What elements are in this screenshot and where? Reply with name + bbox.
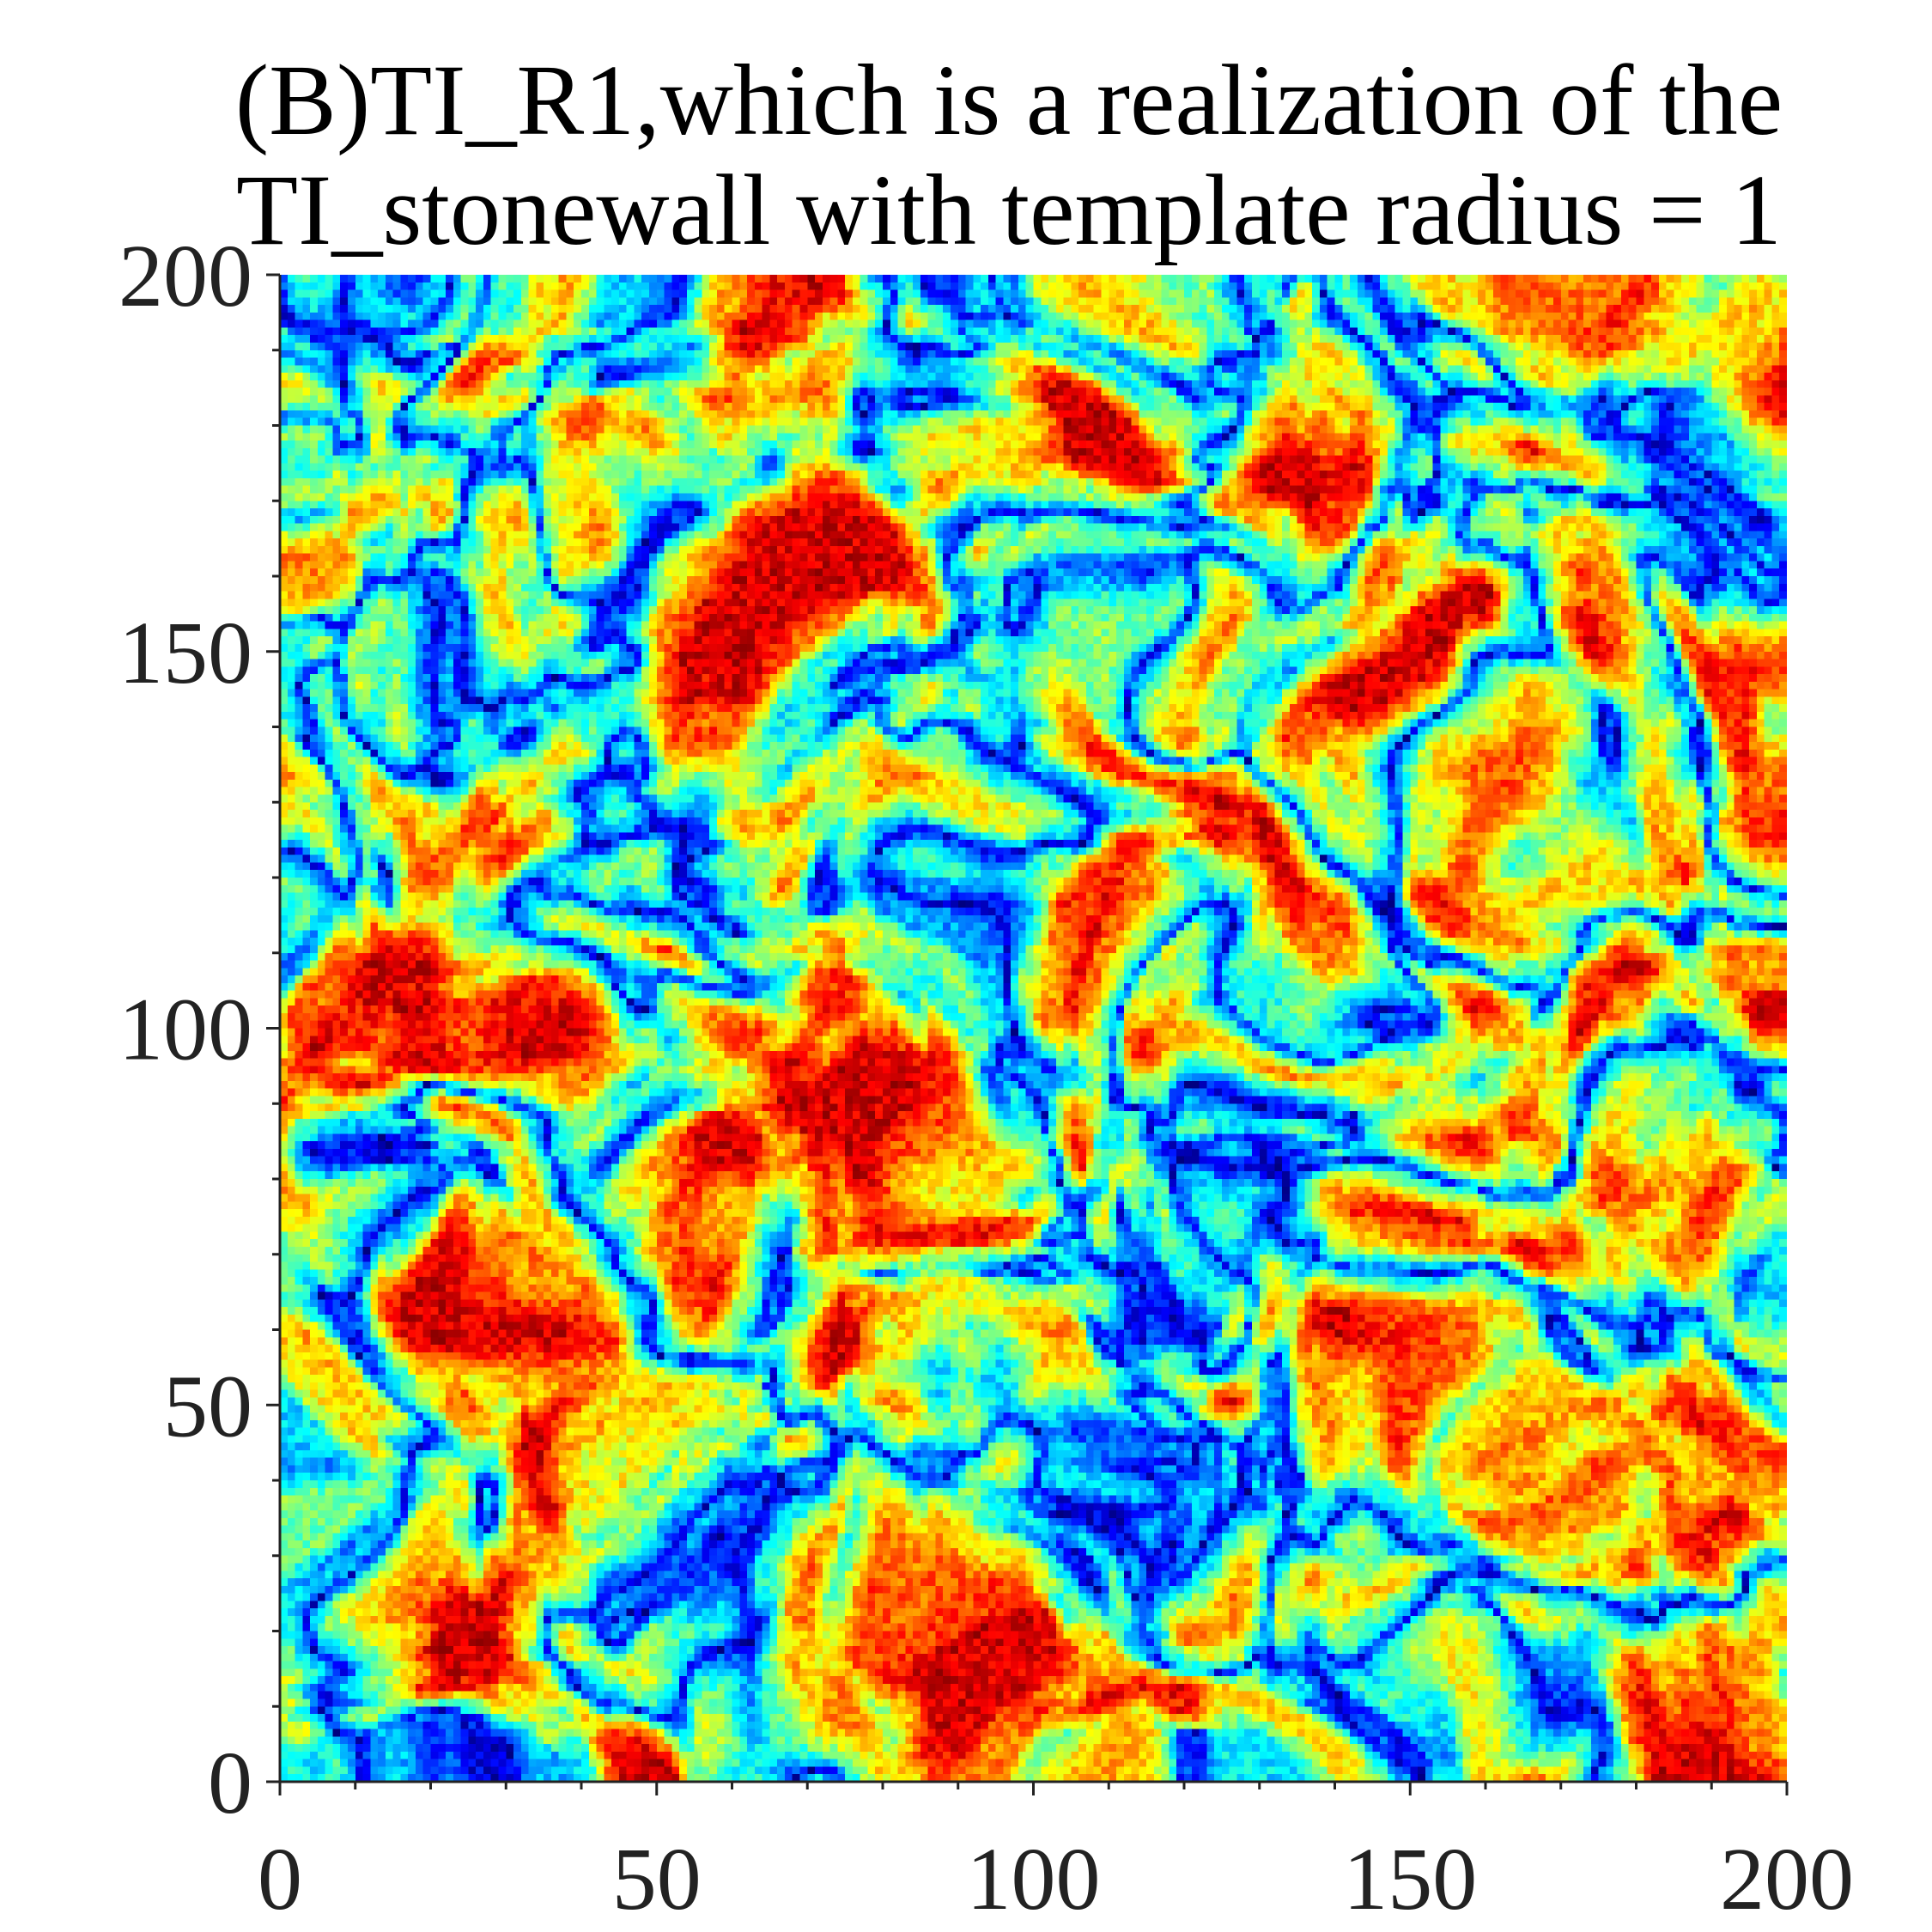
x-tick-label: 100 (967, 1830, 1101, 1929)
x-tick-label: 150 (1343, 1830, 1477, 1929)
x-tick-label: 200 (1720, 1830, 1854, 1929)
x-tick-label: 0 (258, 1830, 302, 1929)
y-tick-label: 100 (118, 981, 252, 1079)
y-tick-label: 150 (118, 604, 252, 702)
heatmap (280, 275, 1787, 1782)
chart-title-line-2: TI_stonewall with template radius = 1 (235, 154, 1783, 266)
y-tick-label: 200 (118, 227, 252, 325)
y-tick-label: 50 (163, 1357, 252, 1455)
chart-title-line-1: (B)TI_R1,which is a realization of the (234, 44, 1783, 156)
y-tick-label: 0 (208, 1734, 252, 1832)
axes: 0 50 100 150 200 0 50 100 150 200 (118, 227, 1854, 1929)
x-tick-label: 50 (612, 1830, 702, 1929)
heatmap-image (280, 275, 1787, 1782)
